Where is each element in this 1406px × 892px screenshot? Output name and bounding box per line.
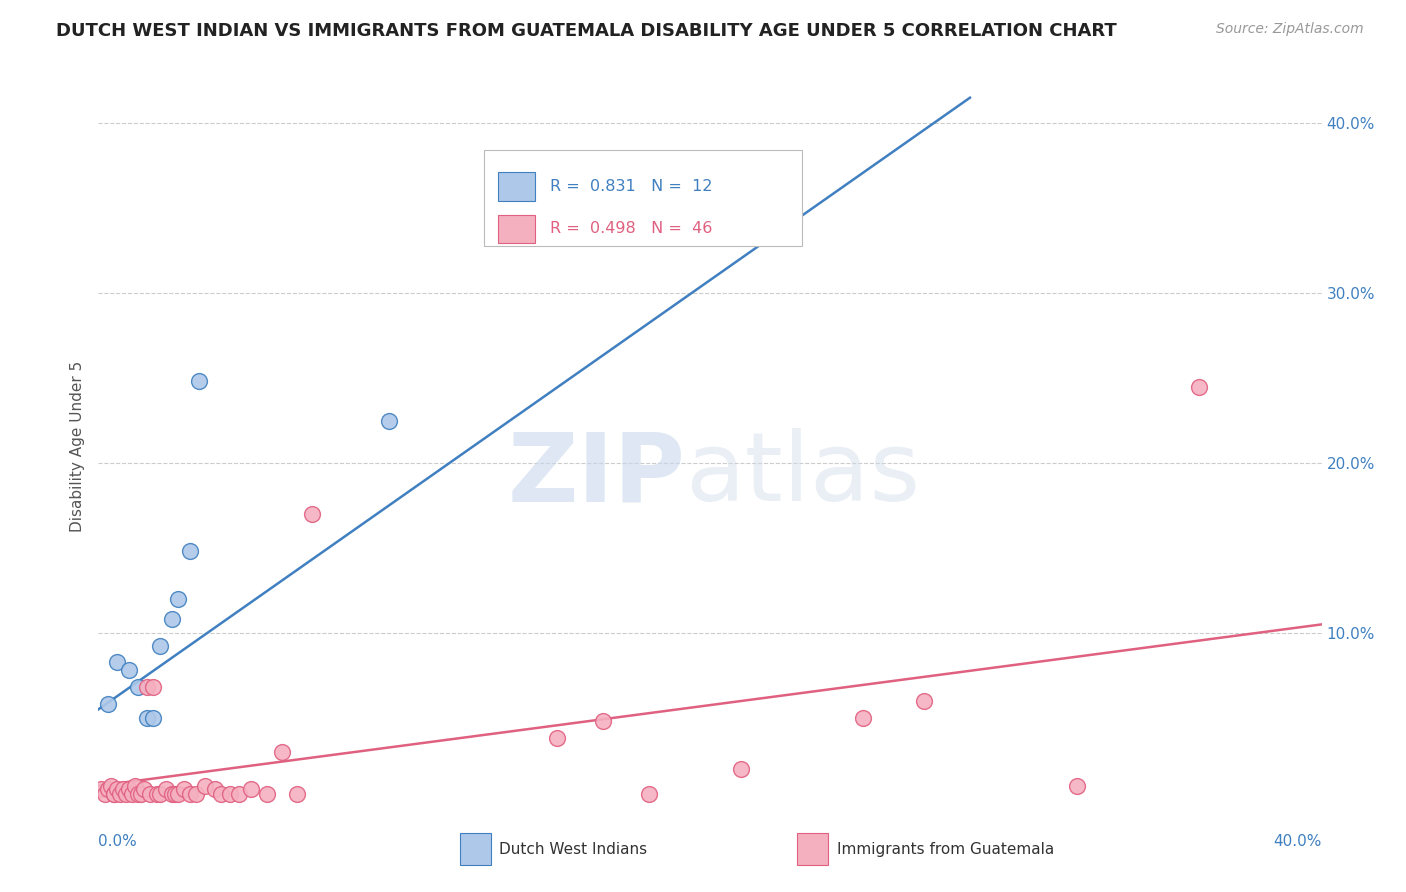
Point <box>167 787 190 801</box>
Text: Dutch West Indians: Dutch West Indians <box>499 842 647 856</box>
Point <box>188 375 211 389</box>
Point <box>121 787 143 801</box>
Point <box>97 698 120 712</box>
Text: ZIP: ZIP <box>508 428 686 521</box>
Point <box>118 663 141 677</box>
Point <box>103 787 125 801</box>
Text: R =  0.498   N =  46: R = 0.498 N = 46 <box>550 221 713 236</box>
Point <box>155 782 177 797</box>
Point <box>118 782 141 797</box>
Point <box>127 787 149 801</box>
Point <box>129 787 152 801</box>
Point <box>378 413 401 427</box>
Text: 0.0%: 0.0% <box>98 834 138 849</box>
Point <box>637 787 661 801</box>
Point <box>127 680 149 694</box>
Point <box>204 782 226 797</box>
Point <box>167 591 190 606</box>
Point <box>149 640 172 654</box>
Y-axis label: Disability Age Under 5: Disability Age Under 5 <box>70 360 86 532</box>
Point <box>163 787 186 801</box>
Point <box>160 787 183 801</box>
Point <box>111 782 134 797</box>
Point <box>93 787 115 801</box>
Point <box>145 787 167 801</box>
Point <box>912 694 935 708</box>
Point <box>194 779 217 793</box>
Point <box>108 787 131 801</box>
Point <box>209 787 232 801</box>
Text: DUTCH WEST INDIAN VS IMMIGRANTS FROM GUATEMALA DISABILITY AGE UNDER 5 CORRELATIO: DUTCH WEST INDIAN VS IMMIGRANTS FROM GUA… <box>56 22 1116 40</box>
Point <box>142 711 165 725</box>
Point <box>105 655 128 669</box>
Text: Immigrants from Guatemala: Immigrants from Guatemala <box>837 842 1054 856</box>
Bar <box>498 172 536 201</box>
Point <box>139 787 162 801</box>
Point <box>219 787 242 801</box>
Point <box>136 711 159 725</box>
Point <box>115 787 138 801</box>
Text: R =  0.831   N =  12: R = 0.831 N = 12 <box>550 179 713 194</box>
Point <box>97 782 120 797</box>
Point <box>301 507 323 521</box>
Point <box>730 762 752 776</box>
Point <box>173 782 195 797</box>
Point <box>852 711 875 725</box>
Point <box>240 782 263 797</box>
Point <box>186 787 208 801</box>
Point <box>90 782 112 797</box>
Point <box>103 787 125 801</box>
Bar <box>484 150 801 246</box>
Point <box>285 787 308 801</box>
Point <box>179 544 201 558</box>
Point <box>546 731 568 746</box>
Text: atlas: atlas <box>686 428 921 521</box>
Point <box>136 680 159 694</box>
Point <box>270 745 292 759</box>
Point <box>142 680 165 694</box>
Point <box>179 787 201 801</box>
Point <box>228 787 250 801</box>
Point <box>1066 779 1088 793</box>
Text: 40.0%: 40.0% <box>1274 834 1322 849</box>
Point <box>134 782 156 797</box>
Bar <box>498 215 536 244</box>
Point <box>1188 379 1211 393</box>
Point <box>592 714 614 729</box>
Point <box>124 779 146 793</box>
Point <box>100 779 122 793</box>
Point <box>160 612 183 626</box>
Text: Source: ZipAtlas.com: Source: ZipAtlas.com <box>1216 22 1364 37</box>
Point <box>256 787 278 801</box>
Point <box>105 782 128 797</box>
Point <box>149 787 172 801</box>
